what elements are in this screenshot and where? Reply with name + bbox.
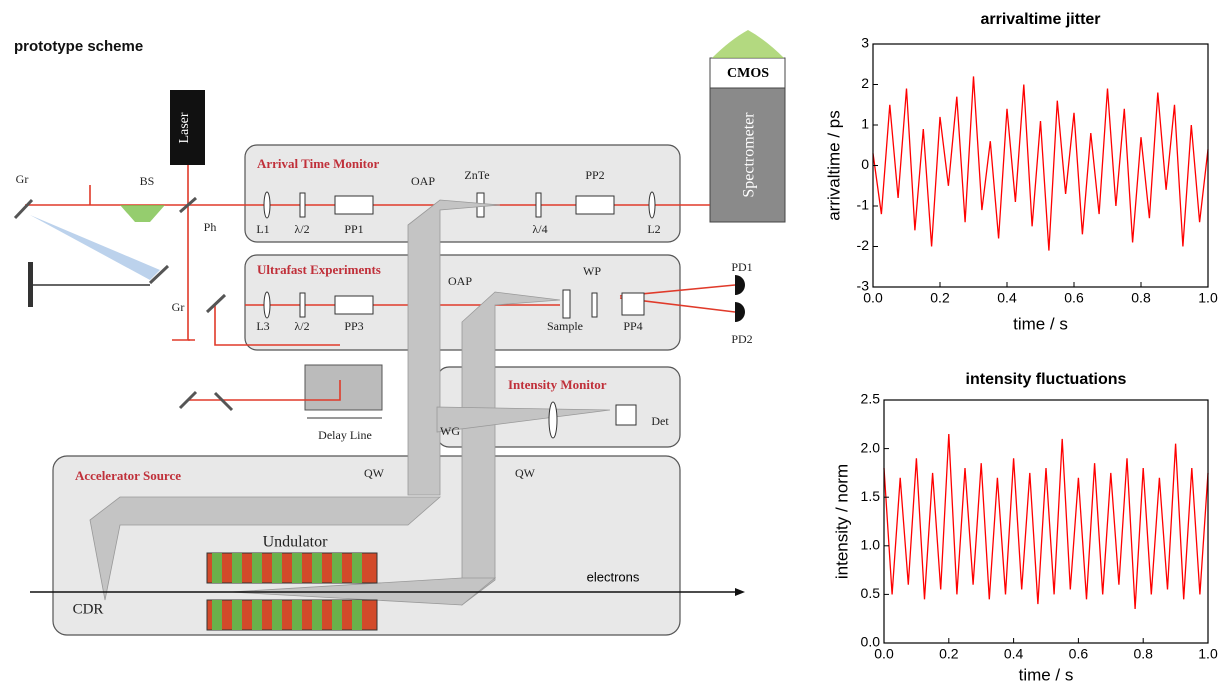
label: QW — [364, 466, 385, 480]
label: Sample — [547, 319, 583, 333]
label: CMOS — [727, 66, 769, 81]
label: Gr — [16, 172, 29, 186]
diagram: prototype scheme Laser Gr BS Ph L1 λ/2 P… — [14, 30, 785, 635]
x-tick-label: 0.4 — [997, 290, 1017, 306]
label: L2 — [647, 222, 660, 236]
y-tick-label: -1 — [857, 197, 870, 213]
detector — [616, 405, 636, 425]
y-tick-label: 0.0 — [861, 634, 881, 650]
y-tick-label: 2 — [861, 75, 869, 91]
grating — [15, 200, 32, 218]
x-tick-label: 0.6 — [1064, 290, 1084, 306]
lens — [264, 292, 270, 318]
waveplate — [300, 293, 305, 317]
label: BS — [140, 174, 155, 188]
label: ZnTe — [464, 168, 489, 182]
figure: prototype scheme Laser Gr BS Ph L1 λ/2 P… — [0, 0, 1229, 686]
lens — [549, 402, 557, 438]
label: QW — [515, 466, 536, 480]
label: Laser — [177, 112, 192, 143]
label: L1 — [256, 222, 269, 236]
label: PD1 — [731, 260, 752, 274]
box-title: Accelerator Source — [75, 468, 181, 483]
x-tick-label: 0.2 — [939, 646, 959, 662]
label: Spectrometer — [741, 112, 758, 198]
plot-frame — [884, 400, 1208, 643]
box-title: Ultrafast Experiments — [257, 262, 381, 277]
cube — [622, 293, 644, 315]
polarizer — [335, 196, 373, 214]
label: L3 — [256, 319, 269, 333]
label: CDR — [73, 601, 104, 617]
x-axis-label: time / s — [1019, 665, 1074, 684]
delay-box — [305, 365, 382, 410]
label: PP2 — [585, 168, 604, 182]
label: electrons — [587, 569, 640, 584]
data-line — [873, 76, 1208, 250]
lens — [649, 192, 655, 218]
label: Gr — [172, 300, 185, 314]
y-tick-label: 1 — [861, 116, 869, 132]
label: λ/2 — [294, 222, 309, 236]
x-tick-label: 0.8 — [1131, 290, 1151, 306]
x-tick-label: 0.8 — [1133, 646, 1153, 662]
mirror — [215, 393, 232, 410]
label: PP4 — [623, 319, 642, 333]
label: λ/4 — [532, 222, 547, 236]
x-tick-label: 1.0 — [1198, 646, 1218, 662]
label: WG — [440, 424, 460, 438]
box-title: Intensity Monitor — [508, 377, 607, 392]
label: Undulator — [263, 534, 329, 551]
polarizer — [576, 196, 614, 214]
y-tick-label: -3 — [857, 278, 870, 294]
label: PP1 — [344, 222, 363, 236]
box-title: Arrival Time Monitor — [257, 156, 380, 171]
label: PD2 — [731, 332, 752, 346]
label: Delay Line — [318, 428, 372, 442]
chart-title: arrivaltime jitter — [980, 11, 1100, 28]
spectrum — [712, 30, 784, 58]
chart-title: intensity fluctuations — [966, 371, 1127, 388]
label: WP — [583, 264, 601, 278]
label: PP3 — [344, 319, 363, 333]
label: Ph — [204, 220, 217, 234]
y-tick-label: 1.5 — [861, 488, 881, 504]
grating-rainbow — [30, 215, 160, 280]
x-axis-label: time / s — [1013, 314, 1068, 333]
x-tick-label: 0.4 — [1004, 646, 1024, 662]
sample — [563, 290, 570, 318]
prism — [120, 205, 165, 222]
label: OAP — [411, 174, 435, 188]
y-tick-label: 2.0 — [861, 439, 881, 455]
x-tick-label: 0.2 — [930, 290, 950, 306]
label: OAP — [448, 274, 472, 288]
y-tick-label: 0 — [861, 156, 869, 172]
photodiodes — [735, 275, 745, 322]
arrow-head — [735, 588, 745, 596]
y-axis-label: intensity / norm — [832, 464, 851, 579]
x-tick-label: 0.6 — [1069, 646, 1089, 662]
y-tick-label: 0.5 — [861, 585, 881, 601]
y-tick-label: -2 — [857, 237, 870, 253]
polarizer — [335, 296, 373, 314]
waveplate — [592, 293, 597, 317]
data-line — [884, 434, 1208, 609]
lens — [264, 192, 270, 218]
y-axis-label: arrivaltime / ps — [824, 110, 843, 221]
mirror — [207, 295, 225, 312]
y-tick-label: 2.5 — [861, 391, 881, 407]
x-tick-label: 1.0 — [1198, 290, 1218, 306]
stop — [28, 262, 33, 307]
header-title: prototype scheme — [14, 38, 143, 55]
y-tick-label: 3 — [861, 35, 869, 51]
y-tick-label: 1.0 — [861, 537, 881, 553]
label: Det — [651, 414, 669, 428]
label: λ/2 — [294, 319, 309, 333]
waveplate — [300, 193, 305, 217]
waveplate — [536, 193, 541, 217]
plot-frame — [873, 44, 1208, 287]
